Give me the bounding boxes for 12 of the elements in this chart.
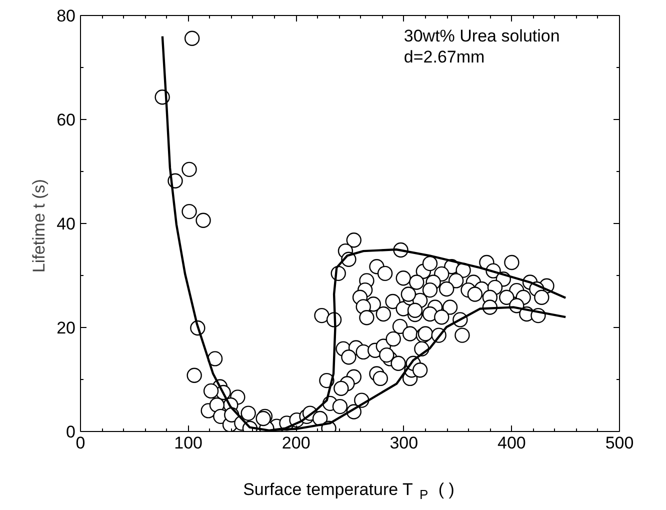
x-tick-label: 200 — [282, 434, 310, 452]
y-axis-title: Lifetime t (s) — [30, 179, 49, 273]
y-tick-label: 20 — [56, 318, 76, 338]
annotation: d=2.67mm — [404, 48, 485, 66]
x-tick-label: 400 — [498, 434, 526, 452]
y-tick-label: 80 — [56, 6, 76, 26]
annotation: 30wt% Urea solution — [404, 26, 560, 46]
y-tick-label: 60 — [56, 110, 76, 130]
x-tick-label: 300 — [390, 434, 418, 452]
y-tick-label: 40 — [56, 214, 76, 234]
x-tick-label: 500 — [605, 434, 634, 452]
x-tick-label: 100 — [174, 434, 202, 452]
